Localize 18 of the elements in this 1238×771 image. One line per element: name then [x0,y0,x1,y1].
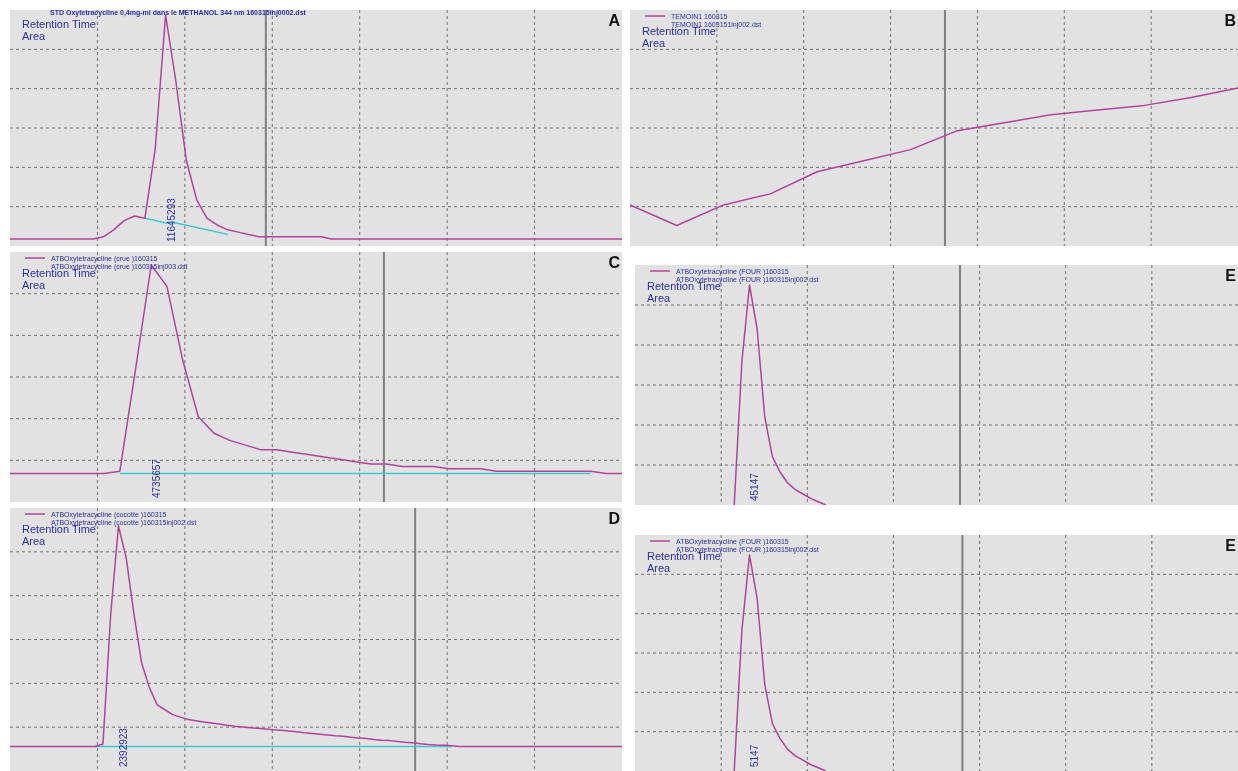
text: E [1225,267,1237,284]
annotation: Area [22,30,47,42]
annotation: 45147 [749,472,761,501]
annotation: 4735657 [151,458,163,498]
annotation: 2392923 [118,727,130,767]
text: E [1225,537,1237,554]
text: B [1224,12,1236,29]
text: Area [642,37,667,49]
annotation: 5147 [749,744,761,767]
annotation: Area [647,292,672,304]
annotation: Retention Time [22,18,96,30]
annotation: D [608,510,620,527]
annotation: Area [647,562,672,574]
annotation: A [608,12,621,29]
annotation: Area [22,535,47,547]
annotation: Area [22,279,47,291]
annotation: C [608,254,621,271]
annotation: 11645293 [165,197,177,242]
